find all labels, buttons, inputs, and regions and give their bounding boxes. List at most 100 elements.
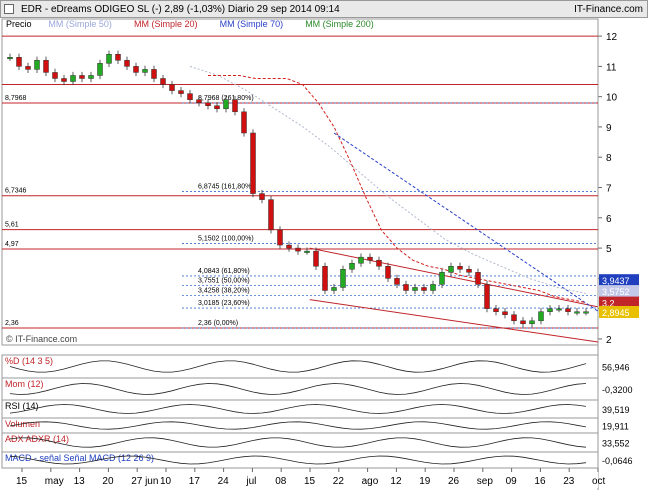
y-tick-label: 6: [606, 214, 612, 225]
x-tick-label: 17: [189, 476, 201, 487]
indicator-last-value: 39,519: [602, 405, 630, 415]
x-axis: 15 may 13 20 27 jun 10 17 24 jul 08 15 22 ago 12 19 26 s…: [2, 468, 606, 488]
fib-label: 5,1502 (100,00%): [198, 236, 254, 243]
candle: [448, 266, 454, 273]
candle: [340, 269, 346, 288]
candle: [286, 244, 292, 249]
level-label: 4,97: [5, 241, 19, 248]
price-badge: [599, 285, 639, 298]
y-tick-label: 8: [606, 153, 612, 164]
candle: [205, 102, 211, 106]
window-icon: [4, 4, 14, 14]
fib-label: 3,7551 (50,00%): [198, 278, 250, 285]
indicator-label: MACD - señal Señal MACD (12 26 9): [5, 453, 154, 463]
x-tick-label: jul: [245, 476, 256, 487]
ma20-line: [208, 75, 587, 304]
indicator-last-value: 33,552: [602, 439, 630, 449]
price-badge-label: 3,5752: [602, 287, 630, 297]
candle: [88, 75, 94, 79]
candle: [511, 314, 517, 322]
indicator-line: [9, 437, 587, 448]
candle: [214, 105, 220, 110]
x-tick-label: 27 jun: [131, 476, 158, 487]
candle: [574, 311, 580, 314]
x-tick-label: 13: [74, 476, 86, 487]
indicator-line: [9, 421, 587, 430]
candle: [529, 320, 535, 325]
candle: [331, 287, 337, 291]
x-axis-band: [2, 470, 598, 488]
brand-label: IT-Finance.com: [574, 4, 643, 15]
indicator-panel-frame: [1, 432, 599, 453]
candle: [268, 199, 274, 231]
indicator-panel-frame: [1, 417, 599, 434]
candle: [304, 250, 310, 253]
level-label: 5,61: [5, 222, 19, 229]
indicator-last-value: 19,911: [602, 422, 629, 432]
candle: [430, 284, 436, 291]
legend-item: MM (Simple 50): [48, 19, 112, 29]
x-tick-label: 08: [275, 476, 287, 487]
candle: [223, 99, 229, 110]
level-label: 2,36: [5, 320, 19, 327]
candle: [169, 84, 175, 91]
indicator-last-value: -0,0646: [602, 456, 633, 466]
x-tick-label: 16: [534, 476, 546, 487]
x-tick-label: 23: [563, 476, 575, 487]
candle: [349, 262, 355, 270]
candle: [421, 287, 427, 291]
blue-trend-line: [333, 132, 599, 312]
candle: [457, 266, 463, 270]
x-tick-label: oct: [592, 476, 606, 487]
candle: [70, 75, 76, 82]
y-tick-label: 11: [606, 62, 617, 73]
candle: [538, 311, 544, 322]
fib-label: 3,4258 (38,20%): [198, 288, 250, 295]
indicator-panel-frame: [1, 377, 599, 401]
legend-item: MM (Simple 70): [220, 19, 284, 29]
y-tick-label: 12: [606, 32, 618, 43]
indicator-line: [9, 455, 587, 465]
x-tick-label: 10: [160, 476, 172, 487]
x-tick-label: 20: [102, 476, 114, 487]
candle: [295, 247, 301, 252]
price-badge-label: 3,2: [602, 299, 615, 309]
indicator-last-value: -0,3200: [602, 385, 633, 395]
x-tick-label: 12: [390, 476, 402, 487]
indicator-line: [9, 383, 587, 395]
price-badge-label: 3,9437: [602, 276, 630, 286]
candle: [160, 78, 166, 85]
x-tick-label: ago: [362, 476, 379, 487]
x-tick-label: 19: [419, 476, 431, 487]
indicator-label: RSI (14): [5, 401, 39, 411]
candle: [133, 66, 139, 73]
candle: [376, 259, 382, 267]
candle: [61, 78, 67, 82]
candle: [79, 75, 85, 79]
watermark: © IT-Finance.com: [6, 334, 77, 344]
candle: [322, 266, 328, 291]
candle: [106, 54, 112, 64]
x-tick-label: may: [45, 476, 64, 487]
candle: [178, 90, 184, 94]
trend-channel-upper: [309, 247, 599, 308]
candle: [475, 272, 481, 285]
candle: [367, 256, 373, 261]
indicator-last-value: 56,946: [602, 363, 630, 373]
level-label: 8,7968: [5, 95, 27, 102]
candle: [232, 99, 238, 113]
indicator-line: [9, 360, 587, 373]
x-tick-label: 09: [506, 476, 518, 487]
candle: [556, 308, 562, 311]
ma70-line: [189, 65, 587, 294]
candle: [394, 278, 400, 285]
indicator-line: [9, 404, 587, 414]
price-badge: [599, 305, 639, 318]
candle: [25, 66, 31, 70]
y-tick-label: 9: [606, 123, 612, 134]
level-label: 6,7346: [5, 188, 27, 195]
candle: [313, 250, 319, 267]
price-panel: 234567891011128,79686,73465,614,972,368,…: [1, 18, 639, 490]
x-tick-label: 26: [448, 476, 460, 487]
